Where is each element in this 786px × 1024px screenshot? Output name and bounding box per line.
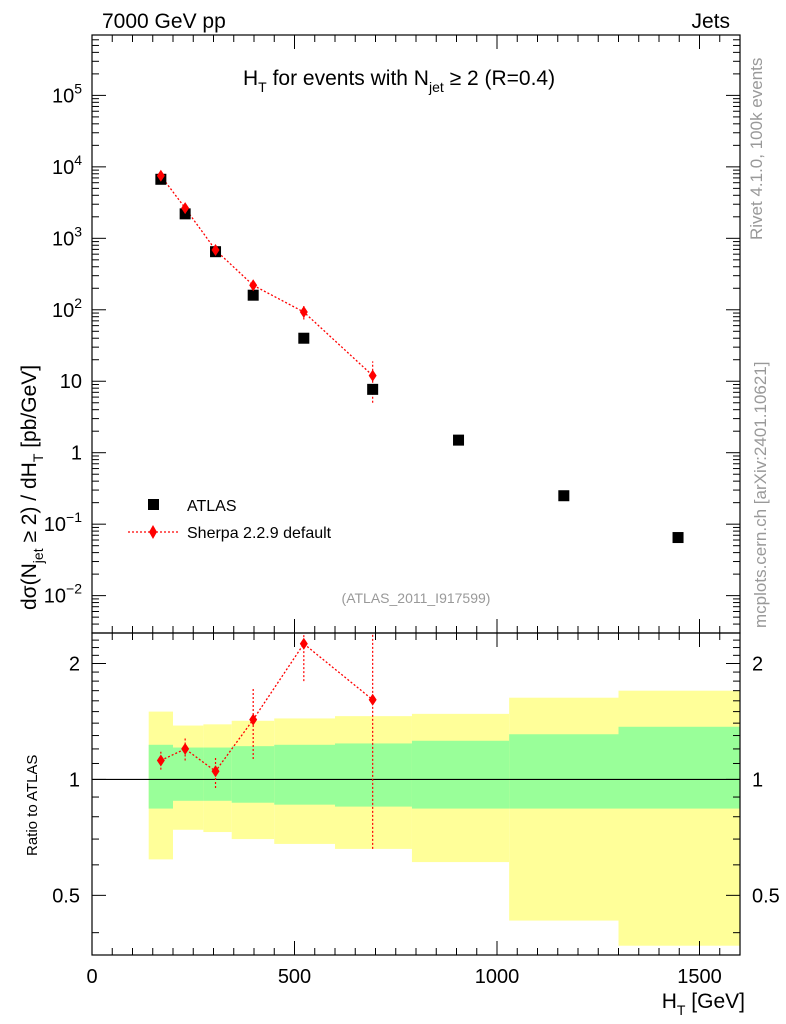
stat-uncertainty-band [274, 744, 335, 805]
x-tick-label: 0 [86, 966, 97, 988]
ratio-sherpa-point [211, 765, 220, 778]
stat-uncertainty-band [335, 743, 412, 807]
atlas-point [672, 532, 684, 544]
sherpa-point [368, 369, 377, 382]
y-tick-label: 10−1 [44, 509, 82, 536]
ratio-sherpa-point [299, 637, 308, 650]
x-tick-label: 1500 [677, 966, 722, 988]
legend: ATLAS Sherpa 2.2.9 default [128, 498, 332, 542]
y-tick-label: 10−2 [44, 581, 82, 608]
legend-atlas-label: ATLAS [187, 498, 237, 515]
mcplots-info: mcplots.cern.ch [arXiv:2401.10621] [751, 362, 770, 628]
x-tick-label: 500 [278, 966, 311, 988]
stat-uncertainty-band [231, 746, 275, 803]
y-tick-label: 105 [52, 80, 82, 107]
ratio-sherpa-point [368, 693, 377, 706]
ratio-y-tick-label: 2 [69, 653, 80, 675]
sherpa-point [181, 202, 190, 215]
sherpa-point [156, 169, 165, 182]
main-plot-frame [91, 34, 741, 634]
stat-uncertainty-band [618, 726, 740, 809]
ratio-y-tick-label-right: 1 [752, 769, 763, 791]
ratio-y-tick-label: 1 [69, 769, 80, 791]
stat-uncertainty-band [148, 744, 173, 809]
main-ylabel: dσ(Njet ≥ 2) / dHT [pb/GeV] [18, 365, 46, 610]
ratio-sherpa-point [249, 713, 258, 726]
header-left: 7000 GeV pp [102, 10, 226, 33]
y-tick-label: 1 [71, 443, 82, 465]
plot-layer [155, 169, 684, 849]
x-axis-label: HT [GeV] [662, 990, 745, 1018]
ratio-sherpa-point [181, 742, 190, 755]
atlas-point [453, 434, 465, 446]
y-tick-label: 102 [52, 295, 82, 322]
ratio-y-tick-label: 0.5 [52, 885, 80, 907]
ratio-uncertainty-bands [92, 690, 740, 946]
stat-uncertainty-band [173, 747, 204, 801]
atlas-point [558, 490, 570, 502]
ratio-y-tick-label-right: 2 [752, 653, 763, 675]
main-title: HT for events with Njet ≥ 2 (R=0.4) [243, 67, 555, 95]
ratio-ylabel: Ratio to ATLAS [24, 755, 41, 856]
analysis-watermark: (ATLAS_2011_I917599) [342, 590, 491, 606]
ratio-sherpa-point [156, 754, 165, 767]
ratio-sherpa-line [160, 642, 374, 773]
x-tick-label: 1000 [475, 966, 520, 988]
sherpa-point [211, 244, 220, 257]
atlas-point [247, 289, 259, 301]
legend-sherpa-label: Sherpa 2.2.9 default [187, 525, 332, 542]
legend-atlas-marker [148, 499, 159, 510]
atlas-point [367, 383, 379, 395]
sherpa-point [299, 306, 308, 319]
sherpa-line [160, 175, 374, 377]
ratio-y-tick-label-right: 0.5 [752, 885, 780, 907]
y-tick-label: 10 [60, 371, 82, 393]
total-uncertainty-band [509, 697, 619, 921]
axes-layer: 0 500 1000 1500 10−2 10−1 1 10 102 103 104 105 0.5 0.… [44, 34, 780, 988]
atlas-point [298, 332, 310, 344]
sherpa-point [249, 279, 258, 292]
legend-sherpa-marker [149, 525, 157, 539]
y-tick-label: 104 [52, 152, 82, 179]
y-tick-label: 103 [52, 223, 82, 250]
rivet-info: Rivet 4.1.0, 100k events [747, 58, 766, 240]
header-right: Jets [691, 10, 730, 33]
stat-uncertainty-band [509, 734, 619, 809]
stat-uncertainty-band [411, 740, 510, 809]
